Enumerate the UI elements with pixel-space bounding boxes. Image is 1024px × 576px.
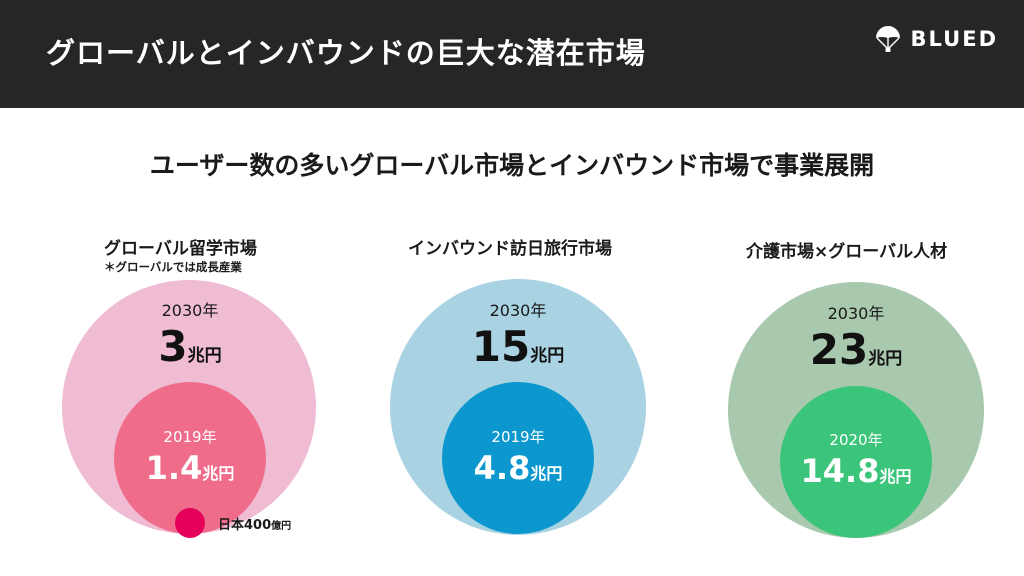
inner-unit: 兆円	[530, 464, 563, 483]
outer-year-nursing-care: 2030年	[827, 304, 885, 323]
section-subtitle: ユーザー数の多いグローバル市場とインバウンド市場で事業展開	[149, 151, 875, 180]
outer-value-study-abroad: 3兆円	[90, 322, 290, 371]
inner-number: 1.4	[145, 449, 203, 487]
brand: BLUED	[873, 24, 998, 54]
outer-unit: 兆円	[187, 346, 222, 366]
market-title-inbound: インバウンド訪日旅行市場	[408, 239, 612, 259]
inner-circle-nursing-care	[780, 386, 932, 538]
outer-year-study-abroad: 2030年	[161, 301, 219, 320]
inner-year-inbound: 2019年	[491, 428, 545, 446]
outer-number: 23	[809, 325, 869, 374]
market-title-nursing-care: 介護市場×グローバル人材	[746, 242, 948, 262]
japan-label: 日本	[218, 518, 245, 533]
outer-value-nursing-care: 23兆円	[756, 325, 956, 374]
inner-value-nursing-care: 14.8兆円	[756, 452, 956, 490]
outer-unit: 兆円	[530, 346, 565, 366]
outer-number: 15	[471, 322, 531, 371]
outer-unit: 兆円	[868, 349, 903, 369]
inner-year-nursing-care: 2020年	[829, 431, 883, 449]
japan-market-dot	[175, 508, 205, 538]
outer-value-inbound: 15兆円	[418, 322, 618, 371]
inner-value-inbound: 4.8兆円	[418, 449, 618, 487]
page-title: グローバルとインバウンドの巨大な潜在市場	[46, 36, 646, 70]
inner-year-study-abroad: 2019年	[163, 428, 217, 446]
brand-name: BLUED	[910, 27, 998, 51]
market-title-study-abroad: グローバル留学市場	[104, 239, 257, 259]
japan-unit: 億円	[271, 521, 292, 532]
market-note-study-abroad: ＊グローバルでは成長産業	[104, 260, 242, 274]
inner-number: 14.8	[800, 452, 880, 490]
outer-number: 3	[158, 322, 188, 371]
inner-unit: 兆円	[202, 464, 235, 483]
inner-number: 4.8	[473, 449, 531, 487]
japan-market-label: 日本400億円	[218, 514, 291, 533]
inner-unit: 兆円	[879, 467, 912, 486]
header-bar: グローバルとインバウンドの巨大な潜在市場 BLUED	[0, 0, 1024, 108]
inner-value-study-abroad: 1.4兆円	[90, 449, 290, 487]
outer-year-inbound: 2030年	[489, 301, 547, 320]
inner-circle-inbound	[442, 382, 594, 534]
parachute-icon	[875, 26, 900, 52]
japan-number: 400	[244, 518, 272, 533]
